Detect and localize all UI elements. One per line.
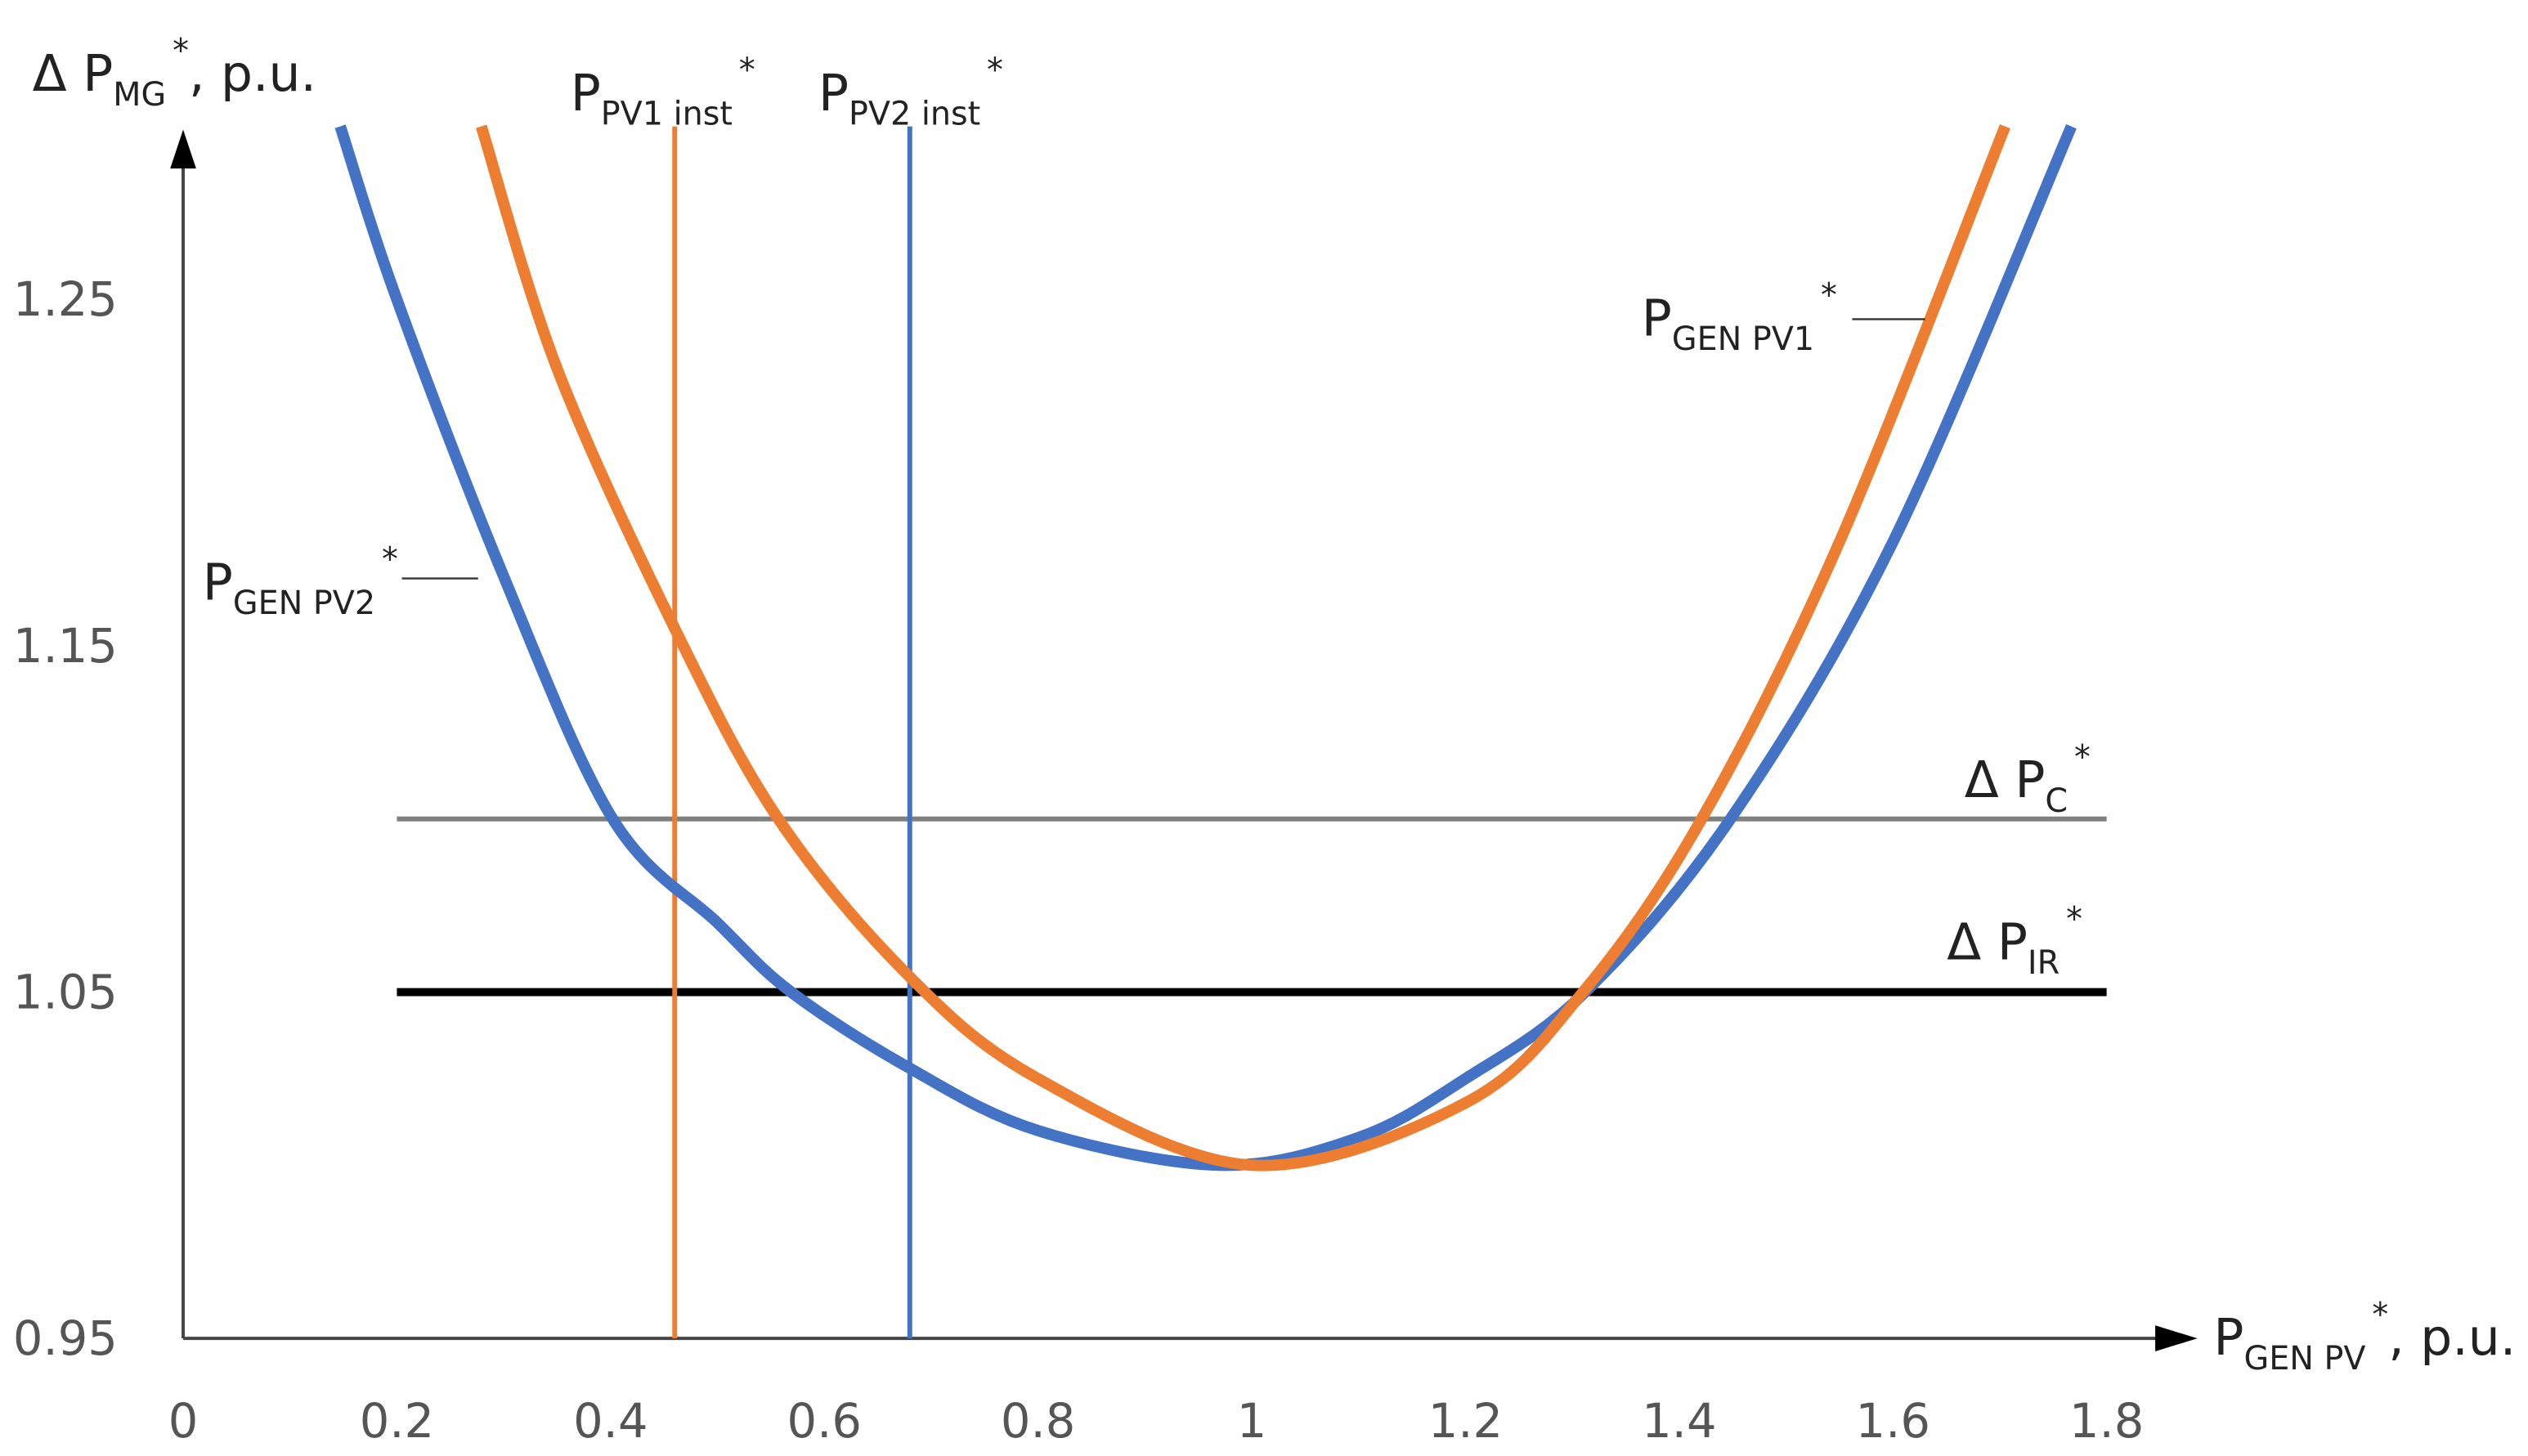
x-axis-label-sub: GEN PV — [2243, 1340, 2365, 1378]
x-tick-label: 0.2 — [360, 1394, 434, 1449]
series-label-sub: GEN PV1 — [1672, 320, 1814, 358]
series-label: PPV1 inst* — [571, 52, 755, 133]
x-tick-label: 1.2 — [1428, 1394, 1503, 1449]
series-label-sub: PV1 inst — [601, 96, 733, 133]
series-label-sub: C — [2045, 782, 2068, 820]
series-label-sup: * — [2066, 901, 2082, 939]
x-tick-label: 1.6 — [1856, 1394, 1930, 1449]
x-axis-label-suffix: , p.u. — [2388, 1309, 2516, 1367]
series-label-sup: * — [1821, 277, 1837, 315]
series-label: PGEN PV1* — [1642, 277, 1837, 359]
series-label-base: Δ P — [1965, 751, 2046, 809]
series-line — [334, 123, 2077, 1172]
x-axis-label-sup: * — [2372, 1296, 2388, 1333]
series-label-sup: * — [987, 52, 1003, 89]
series-label-sub: GEN PV2 — [233, 585, 375, 622]
x-tick-label: 0.4 — [573, 1394, 648, 1449]
y-axis-label-base: Δ P — [33, 45, 114, 103]
y-axis-label-sub: MG — [113, 76, 166, 114]
series-label-base: P — [571, 65, 601, 123]
series-label-sup: * — [382, 541, 398, 579]
x-axis-arrow — [2155, 1325, 2198, 1351]
y-axis-label-suffix: , p.u. — [189, 45, 316, 103]
series-label-sub: IR — [2028, 944, 2060, 982]
x-tick-label: 0.6 — [787, 1394, 862, 1449]
x-tick-label: 1.8 — [2069, 1394, 2144, 1449]
x-axis-label: PGEN PV*, p.u. — [2213, 1296, 2516, 1378]
x-tick-label: 1.4 — [1642, 1394, 1716, 1449]
series-label: Δ PIR* — [1947, 901, 2082, 983]
series-label-base: P — [1642, 289, 1672, 347]
y-axis-label: Δ PMG*, p.u. — [33, 32, 316, 114]
y-tick-label: 1.15 — [13, 619, 118, 674]
y-axis-label-sup: * — [173, 32, 189, 69]
series-line — [476, 124, 2010, 1172]
series-label-base: Δ P — [1947, 913, 2028, 971]
y-tick-label: 1.05 — [13, 965, 118, 1019]
x-axis-label-base: P — [2213, 1309, 2243, 1367]
series-label: PGEN PV2* — [203, 541, 398, 623]
series-label: PPV2 inst* — [818, 52, 1003, 133]
y-axis-arrow — [170, 129, 196, 169]
x-tick-label: 0.8 — [1001, 1394, 1075, 1449]
x-tick-label: 1 — [1237, 1394, 1267, 1449]
series-label-base: P — [203, 553, 233, 612]
series-label-sub: PV2 inst — [849, 96, 980, 133]
series-label-sup: * — [2074, 738, 2091, 776]
y-tick-label: 1.25 — [13, 272, 118, 327]
x-tick-label: 0 — [168, 1394, 199, 1449]
series-label-sup: * — [739, 52, 755, 89]
y-tick-label: 0.95 — [13, 1311, 118, 1366]
series-label: Δ PC* — [1965, 738, 2091, 820]
series-label-base: P — [818, 65, 849, 123]
